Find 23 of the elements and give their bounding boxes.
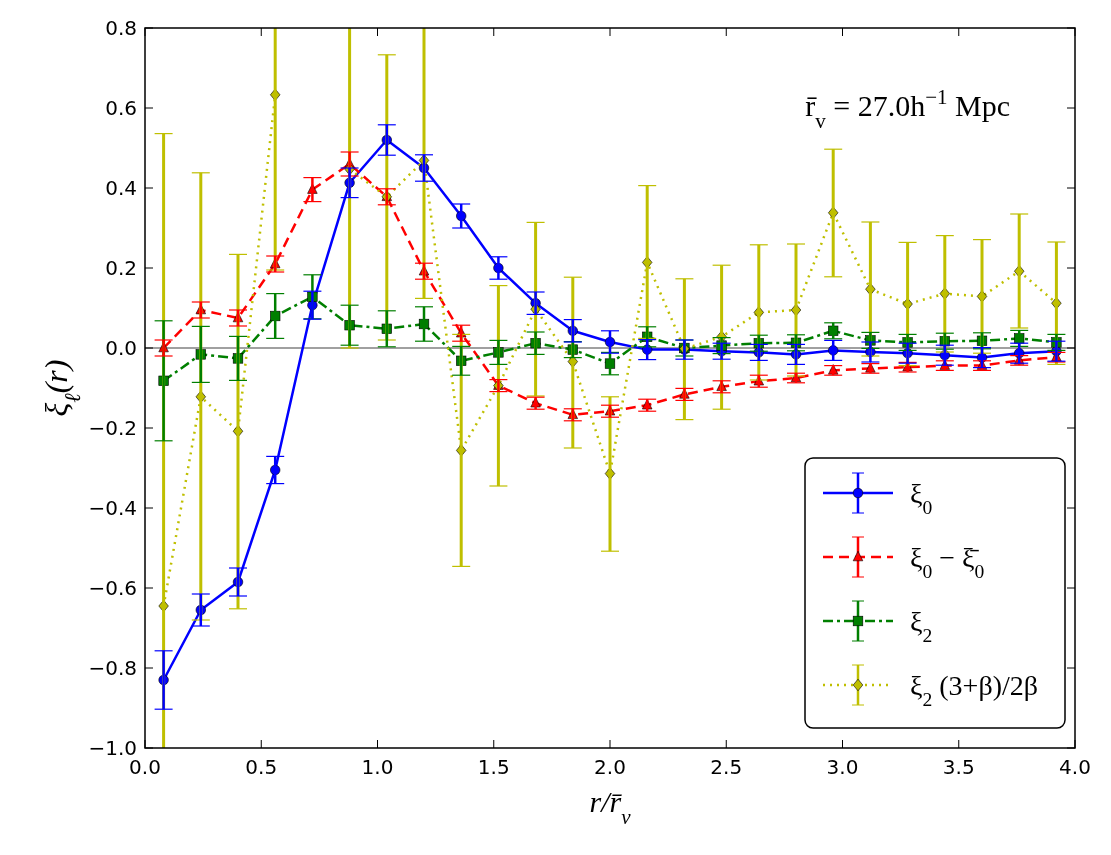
y-tick-label: 0.8 [105, 16, 137, 40]
y-tick-label: 0.0 [105, 336, 137, 360]
legend-label: ξ$_{2}$ (3+β)/2β [910, 670, 1038, 710]
y-tick-label: −0.2 [88, 416, 137, 440]
y-tick-label: −0.8 [88, 656, 137, 680]
x-tick-label: 1.0 [361, 755, 394, 779]
x-tick-label: 3.0 [826, 755, 859, 779]
y-tick-label: 0.4 [105, 176, 137, 200]
x-tick-label: 3.5 [942, 755, 975, 779]
y-tick-label: 0.2 [105, 256, 137, 280]
x-tick-label: 4.0 [1059, 755, 1091, 779]
y-tick-label: −0.6 [88, 576, 137, 600]
x-tick-label: 2.5 [710, 755, 743, 779]
x-tick-label: 1.5 [477, 755, 510, 779]
y-tick-label: 0.6 [105, 96, 137, 120]
legend-label: ξ$_{0}$ − ξ̄$_{0}$ [910, 542, 985, 582]
legend-label: ξ$_{0}$ [910, 478, 933, 518]
y-tick-label: −0.4 [88, 496, 137, 520]
annotation: r̄$_{v}$ = 27.0h$^{−1}$ Mpc [805, 85, 1010, 133]
legend-label: ξ$_{2}$ [910, 606, 933, 646]
x-tick-label: 2.0 [594, 755, 626, 779]
x-axis-title: r/r̄$_{v}$ [589, 785, 632, 829]
x-tick-label: 0.5 [245, 755, 278, 779]
